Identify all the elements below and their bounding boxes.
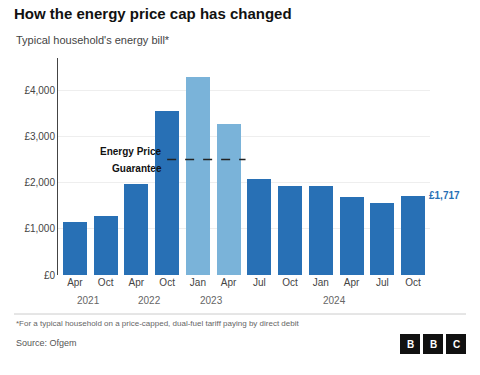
svg-text:Guarantee: Guarantee <box>112 163 162 174</box>
svg-text:Apr: Apr <box>67 277 83 288</box>
svg-text:£2,000: £2,000 <box>24 177 55 188</box>
svg-text:Jan: Jan <box>190 277 206 288</box>
svg-text:2021: 2021 <box>77 295 100 306</box>
svg-text:C: C <box>453 339 460 350</box>
svg-text:Oct: Oct <box>282 277 298 288</box>
svg-text:£1,717: £1,717 <box>429 190 460 201</box>
svg-text:Jul: Jul <box>376 277 389 288</box>
svg-text:Apr: Apr <box>221 277 237 288</box>
svg-text:Jul: Jul <box>253 277 266 288</box>
svg-text:2024: 2024 <box>323 295 346 306</box>
svg-text:£3,000: £3,000 <box>24 131 55 142</box>
svg-text:How the energy price cap has c: How the energy price cap has changed <box>14 5 292 22</box>
svg-text:Typical household's energy bil: Typical household's energy bill* <box>16 34 170 46</box>
svg-text:*For a typical household on a: *For a typical household on a price-capp… <box>16 319 299 328</box>
svg-text:Jan: Jan <box>313 277 329 288</box>
svg-text:£4,000: £4,000 <box>24 85 55 96</box>
svg-text:2023: 2023 <box>200 295 223 306</box>
svg-text:Source: Ofgem: Source: Ofgem <box>16 338 77 348</box>
svg-text:£0: £0 <box>44 270 56 281</box>
svg-text:Energy Price: Energy Price <box>100 146 162 157</box>
svg-text:Apr: Apr <box>129 277 145 288</box>
svg-text:B: B <box>407 339 414 350</box>
svg-text:Oct: Oct <box>159 277 175 288</box>
svg-text:Oct: Oct <box>98 277 114 288</box>
svg-text:B: B <box>430 339 437 350</box>
svg-text:Oct: Oct <box>405 277 421 288</box>
svg-text:Apr: Apr <box>344 277 360 288</box>
svg-text:£1,000: £1,000 <box>24 223 55 234</box>
svg-text:2022: 2022 <box>138 295 161 306</box>
